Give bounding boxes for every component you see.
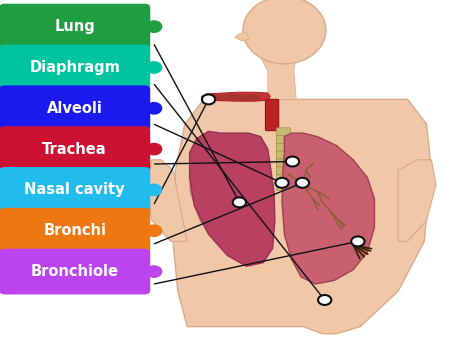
Circle shape [146,225,162,236]
FancyBboxPatch shape [276,175,291,182]
FancyBboxPatch shape [276,167,291,175]
FancyBboxPatch shape [276,159,291,167]
Ellipse shape [243,0,326,64]
FancyBboxPatch shape [0,4,150,49]
Circle shape [296,178,309,188]
Polygon shape [147,160,187,241]
Polygon shape [254,39,296,99]
Text: Trachea: Trachea [42,142,107,157]
Circle shape [146,21,162,32]
FancyBboxPatch shape [0,85,150,131]
FancyBboxPatch shape [265,99,279,131]
Circle shape [146,143,162,155]
Polygon shape [235,32,249,41]
Polygon shape [173,99,431,334]
Text: Lung: Lung [55,19,95,34]
Text: Alveoli: Alveoli [47,101,102,116]
Polygon shape [206,94,261,100]
Polygon shape [398,160,436,241]
FancyBboxPatch shape [0,167,150,213]
Text: Diaphragm: Diaphragm [29,60,120,75]
FancyBboxPatch shape [276,143,291,151]
Circle shape [286,157,299,166]
FancyBboxPatch shape [276,136,291,143]
Circle shape [351,236,365,246]
Polygon shape [282,133,374,284]
FancyBboxPatch shape [0,248,150,294]
Circle shape [146,62,162,73]
Circle shape [146,266,162,277]
Text: Nasal cavity: Nasal cavity [24,182,125,197]
FancyBboxPatch shape [0,44,150,90]
FancyBboxPatch shape [0,126,150,172]
Circle shape [233,197,246,207]
Circle shape [275,178,289,188]
Text: Bronchiole: Bronchiole [31,264,118,279]
Polygon shape [190,131,275,266]
FancyBboxPatch shape [276,151,291,159]
FancyBboxPatch shape [0,208,150,253]
Polygon shape [201,92,270,101]
Circle shape [146,184,162,196]
Circle shape [318,295,331,305]
Polygon shape [190,170,209,234]
FancyBboxPatch shape [276,182,291,190]
Circle shape [146,103,162,114]
FancyBboxPatch shape [276,128,291,136]
Text: Bronchi: Bronchi [43,223,106,238]
Circle shape [202,94,215,104]
